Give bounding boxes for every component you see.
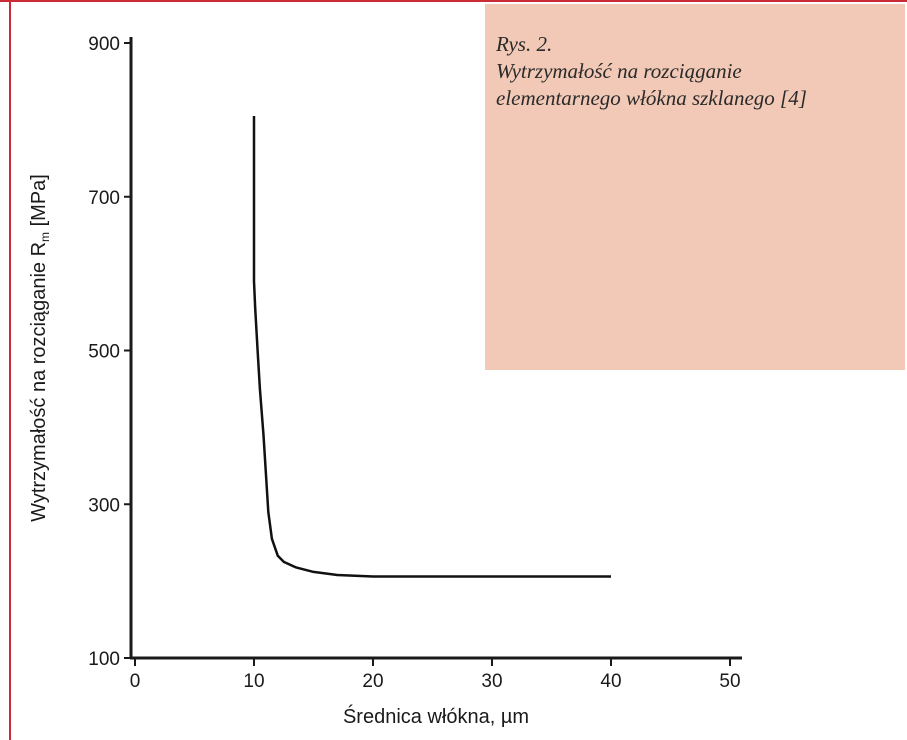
x-tick-label: 0: [130, 671, 141, 692]
caption-title-line-2: elementarnego włókna szklanego [4]: [496, 86, 807, 110]
y-axis-label: Wytrzymałość na rozciąganie Rm [MPa]: [28, 174, 52, 522]
y-tick-label: 100: [88, 649, 120, 670]
x-axis-label: Średnica włókna, µm: [343, 704, 529, 728]
x-tick-label: 50: [719, 671, 740, 692]
x-tick-label: 40: [600, 671, 621, 692]
x-tick-label: 20: [362, 671, 383, 692]
y-tick-label: 700: [88, 188, 120, 209]
y-axis-ticks: 100 300 500 700 900: [88, 34, 131, 670]
caption-title-line-1: Wytrzymałość na rozciąganie: [496, 59, 742, 83]
strength-curve: [252, 116, 611, 578]
x-tick-label: 10: [243, 671, 264, 692]
x-axis-ticks: 0 10 20 30 40 50: [130, 658, 741, 692]
caption-box: [485, 4, 905, 370]
y-axis-label-subscript: m: [38, 232, 52, 242]
caption-figure-number: Rys. 2.: [495, 32, 552, 56]
x-tick-label: 30: [481, 671, 502, 692]
y-axis-label-main: Wytrzymałość na rozciąganie R: [28, 242, 50, 522]
axes: [129, 37, 742, 660]
y-tick-label: 500: [88, 342, 120, 363]
y-axis-label-unit: [MPa]: [28, 174, 50, 232]
y-tick-label: 900: [88, 34, 120, 55]
y-tick-label: 300: [88, 495, 120, 516]
